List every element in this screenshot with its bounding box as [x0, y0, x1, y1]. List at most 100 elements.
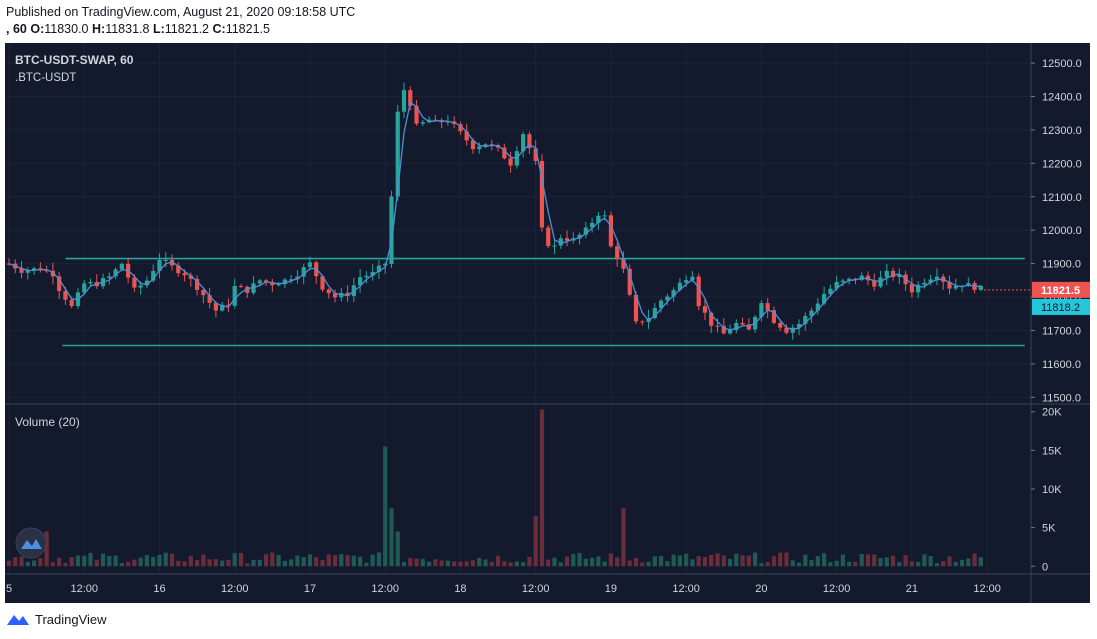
candle-body	[414, 105, 419, 124]
time-axis[interactable]: 5 12:00 16 12:00 17 12:00 18 12:00 19 12:00 20 12:0…	[6, 583, 1001, 595]
volume-bar	[890, 555, 896, 567]
chart-background	[5, 43, 1090, 603]
candle-body	[270, 282, 275, 286]
price-tick-label: 11600.0	[1042, 359, 1081, 371]
candle-body	[671, 289, 676, 297]
volume-bar	[502, 561, 507, 567]
volume-bar	[740, 555, 745, 567]
candle-body	[809, 310, 814, 317]
volume-bar	[709, 555, 714, 567]
volume-bar	[50, 562, 55, 567]
volume-bar	[684, 553, 689, 567]
close-value: 11821.5	[225, 22, 270, 36]
volume-bar	[803, 554, 808, 567]
volume-bar	[270, 552, 275, 567]
volume-bar	[916, 561, 921, 567]
volume-bar	[157, 554, 162, 567]
candle-body	[690, 276, 695, 280]
candle-body	[188, 275, 193, 279]
high-value: 11831.8	[105, 22, 150, 36]
volume-bar	[376, 552, 382, 567]
price-axis[interactable]: 12500.0 12400.0 12300.0 12200.0 12100.0 12000…	[1031, 58, 1082, 404]
volume-bar	[539, 409, 545, 567]
volume-bar	[82, 555, 87, 567]
ohlc-line: , 60 O:11830.0 H:11831.8 L:11821.2 C:118…	[6, 22, 270, 36]
candle-body	[25, 270, 30, 273]
volume-bar	[201, 554, 206, 567]
volume-bar	[213, 558, 219, 567]
candle-body	[420, 122, 425, 124]
candle-body	[220, 304, 225, 311]
candle-body	[665, 296, 670, 301]
candle-body	[195, 278, 200, 290]
volume-bar	[188, 555, 193, 567]
candle-body	[696, 276, 701, 307]
candle-body	[928, 279, 933, 283]
candle-body	[176, 265, 181, 274]
volume-bar	[690, 559, 695, 567]
candle-body	[596, 215, 601, 223]
volume-bar	[195, 559, 200, 567]
candle-body	[602, 215, 607, 217]
volume-bar	[828, 562, 833, 567]
candle-body	[633, 294, 639, 322]
volume-bar	[489, 562, 494, 567]
volume-bar	[370, 554, 375, 567]
price-tick-label: 12200.0	[1042, 158, 1082, 170]
volume-bar	[351, 555, 356, 567]
candle-body	[470, 140, 476, 150]
price-tick-label: 12400.0	[1042, 91, 1082, 103]
candle-body	[483, 144, 488, 147]
low-key: L:	[152, 22, 165, 36]
last-price-tag	[1032, 281, 1090, 298]
candle-body	[539, 161, 545, 228]
volume-bar	[947, 556, 952, 567]
candle-body	[884, 270, 889, 278]
volume-bar	[414, 558, 419, 567]
volume-bar	[847, 561, 852, 567]
volume-bar	[420, 559, 425, 567]
price-tick-label: 11700.0	[1042, 325, 1081, 337]
candle-body	[508, 158, 513, 166]
price-tick-label: 12500.0	[1042, 58, 1082, 70]
volume-bar	[558, 562, 563, 567]
volume-bar	[941, 560, 946, 567]
candle-body	[107, 276, 112, 279]
candle-body	[389, 196, 394, 264]
candle-body	[226, 304, 231, 306]
last-price-label: 11821.5	[1041, 285, 1080, 297]
volume-bar	[389, 508, 394, 567]
time-tick-label: 21	[906, 583, 918, 595]
volume-bar	[57, 557, 62, 567]
volume-bar	[226, 559, 231, 567]
volume-bar	[458, 561, 463, 567]
volume-title: Volume (20)	[15, 415, 80, 429]
volume-bar	[276, 554, 281, 567]
volume-axis[interactable]: 20K 15K 10K 5K 0	[1031, 407, 1062, 574]
candle-body	[326, 289, 331, 294]
time-tick-label: 18	[454, 583, 466, 595]
candle-body	[157, 259, 162, 272]
volume-bar	[320, 559, 325, 567]
candle-body	[345, 292, 350, 296]
volume-bar	[966, 558, 971, 567]
volume-bar	[439, 560, 444, 567]
candle-body	[890, 270, 896, 277]
volume-bar	[646, 561, 651, 567]
candle-body	[232, 286, 237, 306]
candle-body	[715, 325, 720, 327]
volume-bar	[257, 559, 262, 567]
ma-price-tag	[1032, 298, 1090, 315]
time-tick-label: 12:00	[522, 583, 550, 595]
volume-bar	[119, 563, 124, 567]
volume-bar	[245, 563, 250, 567]
candle-body	[872, 280, 877, 287]
volume-bar	[426, 561, 432, 567]
volume-bar	[878, 558, 883, 567]
candle-body	[796, 324, 802, 328]
volume-tick-label: 0	[1042, 561, 1048, 573]
volume-bar	[658, 556, 664, 567]
candle-body	[282, 279, 287, 285]
candle-body	[834, 281, 839, 289]
